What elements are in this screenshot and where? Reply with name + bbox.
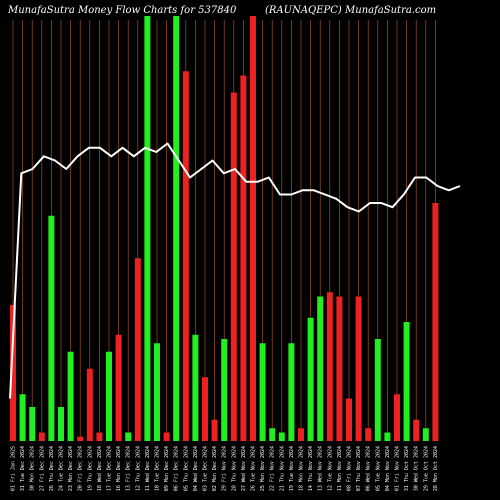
bar [432,203,439,441]
bar [413,419,420,441]
bar [106,351,112,441]
x-tick-label: 25 Mon Nov 2024 [260,446,266,491]
x-tick-label: 31 Tue Dec 2024 [20,446,26,491]
bar [134,258,141,441]
bar [67,351,74,441]
bar [384,432,391,441]
bar [211,419,218,441]
x-tick-label: 16 Mon Dec 2024 [116,446,122,491]
x-tick-label: 07 Thu Nov 2024 [356,446,362,491]
x-tick-label: 04 Mon Nov 2024 [385,446,391,491]
bar [317,296,324,441]
chart-title: MunafaSutra Money Flow Charts for 537840 [8,5,237,16]
bar [336,296,343,441]
bar [29,407,36,441]
chart-subtitle: (RAUNAQEPC) MunafaSutra.com [265,5,437,16]
bar [202,377,208,441]
x-tick-label: 03 Tue Dec 2024 [203,446,209,491]
bar [163,432,170,441]
x-tick-label: 30 Wed Oct 2024 [414,446,420,491]
x-tick-label: 18 Mon Nov 2024 [299,446,305,491]
x-tick-label: 05 Tue Nov 2024 [375,446,381,491]
bar [230,92,237,441]
x-tick-label: 29 Tue Oct 2024 [423,446,429,491]
x-tick-label: 09 Mon Dec 2024 [164,446,170,491]
bar [403,322,410,441]
x-tick-label: 11 Mon Nov 2024 [337,446,343,491]
x-tick-label: 29 Fri Nov 2024 [222,446,228,491]
line-series-path [9,142,461,399]
bar [77,436,84,441]
x-tick-label: 30 Mon Dec 2024 [30,446,36,491]
bar [307,317,314,441]
x-tick-label: 08 Fri Nov 2024 [347,446,353,491]
x-tick-label: 13 Wed Nov 2024 [318,446,324,491]
bar [326,292,333,441]
bar [298,428,304,441]
bar-series [10,16,439,441]
x-tick-label: 24 Tue Dec 2024 [59,446,65,491]
line-series [9,142,461,399]
x-tick-label: 20 Fri Dec 2024 [78,446,84,491]
bar [58,407,64,441]
x-tick-label: 28 Thu Nov 2024 [231,446,237,491]
bar [144,16,151,441]
x-tick-label: 04 Wed Dec 2024 [193,446,199,491]
bar [96,432,103,441]
bar [355,296,362,441]
x-tick-label: 13 Fri Dec 2024 [126,446,132,491]
bar [278,432,285,441]
x-tick-label: 27 Fri Dec 2024 [39,446,45,491]
x-tick-label: 26 Tue Nov 2024 [251,446,257,491]
bar [86,368,93,441]
x-tick-label: 10 Tue Dec 2024 [155,446,161,491]
x-tick-label: 27 Wed Nov 2024 [241,446,247,491]
x-tick-label: 14 Thu Nov 2024 [308,446,314,491]
bar [269,428,276,441]
bar [48,215,55,441]
x-tick-label: 19 Thu Dec 2024 [87,446,93,491]
x-tick-label: 12 Tue Nov 2024 [327,446,333,491]
x-tick-label: 23 Mon Dec 2024 [68,446,74,491]
bar [10,305,16,441]
bar [173,16,180,441]
x-tick-label: 18 Wed Dec 2024 [97,446,103,491]
bar [38,432,45,441]
x-tick-label: 17 Tue Dec 2024 [107,446,113,491]
bar [182,71,189,441]
bar [240,75,247,441]
x-tick-label: 22 Fri Nov 2024 [270,446,276,491]
bar [365,428,372,441]
x-tick-label: 06 Wed Nov 2024 [366,446,372,491]
bar [250,16,256,441]
x-tick-label: 26 Thu Dec 2024 [49,446,55,491]
x-tick-label: 19 Tue Nov 2024 [289,446,295,491]
x-tick-label: 28 Mon Oct 2024 [433,446,439,491]
x-tick-label: 21 Thu Nov 2024 [279,446,285,491]
bar [221,339,228,441]
x-tick-label: 05 Thu Dec 2024 [183,446,189,491]
x-tick-label: 12 Thu Dec 2024 [135,446,141,491]
bar [394,394,400,441]
x-tick-labels: 01 Fri Jan 2025 31 Tue Dec 2024 30 Mon Dec… [11,446,439,491]
x-tick-label: 31 Thu Oct 2024 [404,446,410,491]
bar [154,343,160,441]
bar [125,432,132,441]
bar [259,343,266,441]
bar [115,334,122,441]
bar [346,398,352,441]
bar [192,334,199,441]
x-tick-label: 02 Mon Dec 2024 [212,446,218,491]
x-tick-label: 01 Fri Jan 2025 [11,446,17,491]
bar [288,343,295,441]
bar [19,394,26,441]
x-tick-label: 11 Wed Dec 2024 [145,446,151,491]
x-tick-label: 01 Fri Nov 2024 [395,446,401,491]
x-tick-label: 06 Fri Dec 2024 [174,446,180,491]
bar [422,428,429,441]
bar [374,339,381,441]
